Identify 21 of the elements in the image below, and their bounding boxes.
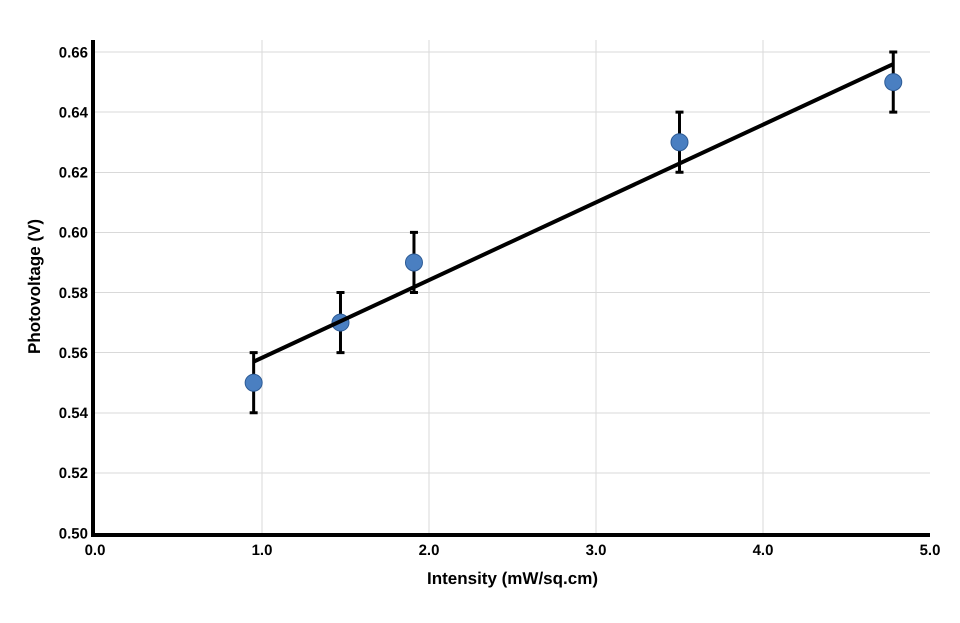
y-tick-label: 0.58 [58,284,88,302]
x-tick-label: 1.0 [252,542,272,559]
x-tick-label: 4.0 [752,542,774,559]
y-tick-label: 0.62 [58,164,88,182]
x-tick-label: 2.0 [418,542,440,559]
y-tick-label: 0.52 [58,465,88,482]
x-tick-label: 3.0 [586,542,606,559]
x-tick-label: 5.0 [920,542,940,559]
point [670,133,688,152]
y-tick-label: 0.50 [58,525,88,542]
point [244,374,263,392]
x-tick-label: 0.0 [84,542,106,559]
y-tick-label: 0.64 [58,104,89,122]
point [404,253,423,272]
y-axis-title: Photovoltage (V) [24,218,44,354]
x-axis-title: Intensity (mW/sq.cm) [427,568,598,588]
y-tick-label: 0.66 [58,44,88,62]
point [884,73,902,92]
y-tick-label: 0.56 [58,344,88,362]
y-tick-label: 0.54 [58,405,89,422]
y-tick-label: 0.60 [58,224,88,242]
